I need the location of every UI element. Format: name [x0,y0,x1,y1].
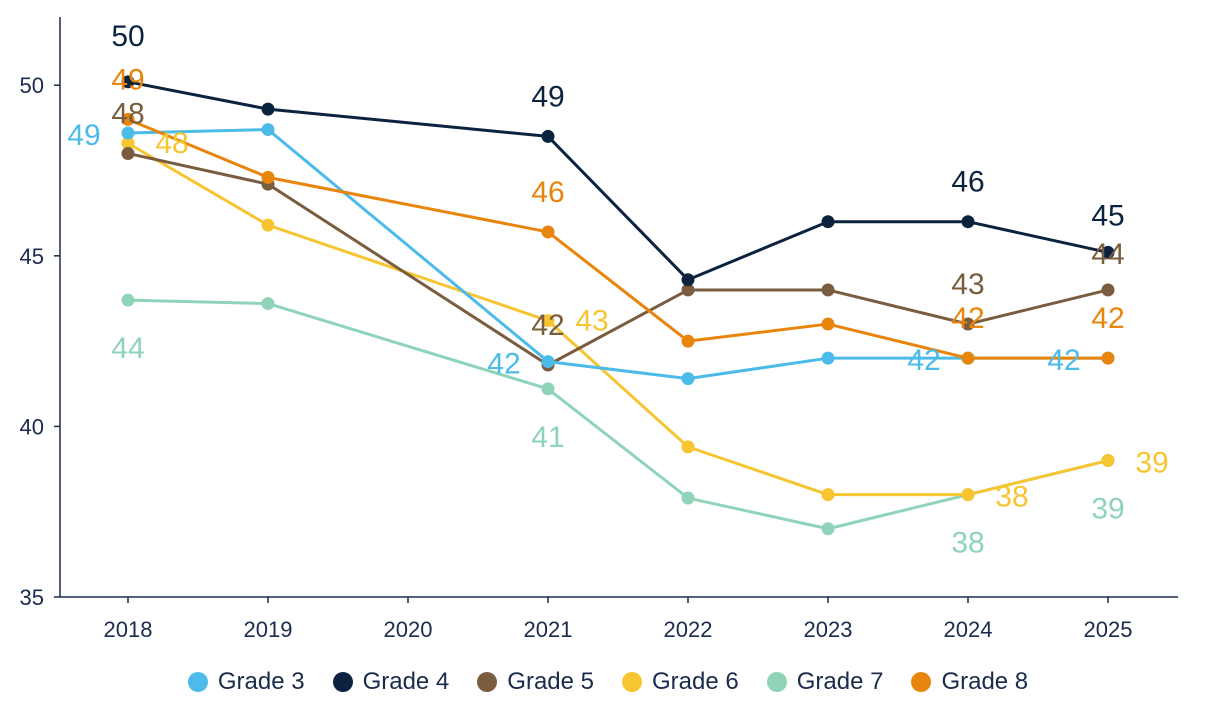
grade-6-data-label: 48 [155,127,188,160]
grade-6-point [261,218,275,232]
grade-8-data-label: 42 [951,302,984,335]
grade-7-point [821,522,835,536]
legend-label: Grade 7 [796,668,884,695]
grade-8-point [681,334,695,348]
x-tick-label: 2020 [384,617,433,642]
line-chart: 35 40 45 50 2018 2019 2020 2021 2022 2023 2024 202… [20,17,1178,642]
x-tick-label: 2021 [524,617,573,642]
legend-swatch [477,672,498,692]
grade-6-point [1101,454,1115,468]
grade-5-data-label: 44 [1091,238,1124,271]
grade-6-data-label: 39 [1135,447,1168,480]
grade-6-point [121,136,135,150]
chart-legend: Grade 3 Grade 4 Grade 5 Grade 6 Grade 7 Grade… [0,664,1216,700]
grade-5-point [121,146,135,160]
grade-4-point [1101,245,1115,259]
grade-7-point [541,382,555,396]
x-tick-label: 2024 [944,617,993,642]
legend-swatch [766,672,787,692]
x-tick-label: 2019 [244,617,293,642]
grade-4-data-label: 45 [1091,199,1124,232]
grade-8-data-label: 46 [531,176,564,209]
legend-swatch [332,672,353,692]
grade-6-data-label: 43 [575,305,608,338]
grade-7-data-label: 38 [951,527,984,560]
grade-8-data-label: 49 [111,63,144,96]
grade-7-data-label: 41 [531,421,564,454]
legend-label: Grade 5 [507,668,594,695]
grade-8-point [541,225,555,239]
grade-6-point [821,488,835,502]
grade-5-point [1101,283,1115,297]
legend-item-grade-3: Grade 3 [187,668,305,696]
legend-swatch [911,672,932,692]
legend-label: Grade 6 [652,668,739,695]
grade-5-data-label: 43 [951,268,984,301]
grade-7-point [261,297,275,311]
legend-item-grade-8: Grade 8 [911,668,1028,696]
grade-4-data-label: 49 [531,80,564,113]
x-tick-label: 2022 [664,617,713,642]
grade-4-point [961,215,975,229]
grade-5-point [821,283,835,297]
legend-item-grade-7: Grade 7 [766,668,884,696]
y-tick-label: 35 [20,585,44,610]
legend-swatch [622,672,642,692]
legend-label: Grade 4 [362,668,450,695]
grade-5-point [681,283,695,297]
grade-7-point [681,491,695,505]
legend-item-grade-6: Grade 6 [622,668,739,696]
grade-3-data-label: 42 [1047,344,1080,377]
grade-8-point [821,317,835,331]
grade-4-data-label: 50 [111,20,144,53]
grade-4-point [681,273,695,287]
grade-3-point [541,355,555,369]
x-tick-label: 2025 [1084,617,1133,642]
grade-4-point [121,75,135,89]
grade-3-point [261,123,275,137]
grade-7-data-label: 44 [111,332,144,365]
grade-8-point [961,351,975,365]
legend-label: Grade 8 [941,668,1029,695]
grade-4-point [821,215,835,229]
grade-4-point [261,102,275,116]
grade-3-data-label: 42 [487,348,520,381]
grade-5-point [961,317,975,331]
y-tick-label: 50 [20,73,44,98]
grade-8-point [121,112,135,126]
grade-4-data-label: 46 [951,166,984,199]
grade-6-point [961,488,975,502]
grade-3-data-label: 42 [907,344,940,377]
legend-label: Grade 3 [217,668,305,695]
grade-3-point [121,126,135,140]
legend-swatch [187,672,208,692]
y-tick-label: 45 [20,244,44,269]
grade-8-data-label: 42 [1091,302,1124,335]
grade-8-point [261,170,275,184]
grade-7-point [121,293,135,307]
grade-6-point [541,314,555,328]
grade-8-point [1101,351,1115,365]
x-tick-label: 2023 [804,617,853,642]
grade-6-point [681,440,695,454]
grade-5-data-label: 48 [111,97,144,130]
grade-4-point [541,129,555,143]
x-tick-label: 2018 [104,617,153,642]
grade-6-data-label: 38 [995,481,1028,514]
grade-3-point [681,372,695,386]
grade-3-data-label: 49 [67,119,100,152]
grade-5-data-label: 42 [531,309,564,342]
legend-item-grade-4: Grade 4 [332,668,450,696]
grade-7-data-label: 39 [1091,493,1124,526]
legend-item-grade-5: Grade 5 [477,668,594,696]
y-tick-label: 40 [20,414,44,439]
grade-3-point [821,351,835,365]
